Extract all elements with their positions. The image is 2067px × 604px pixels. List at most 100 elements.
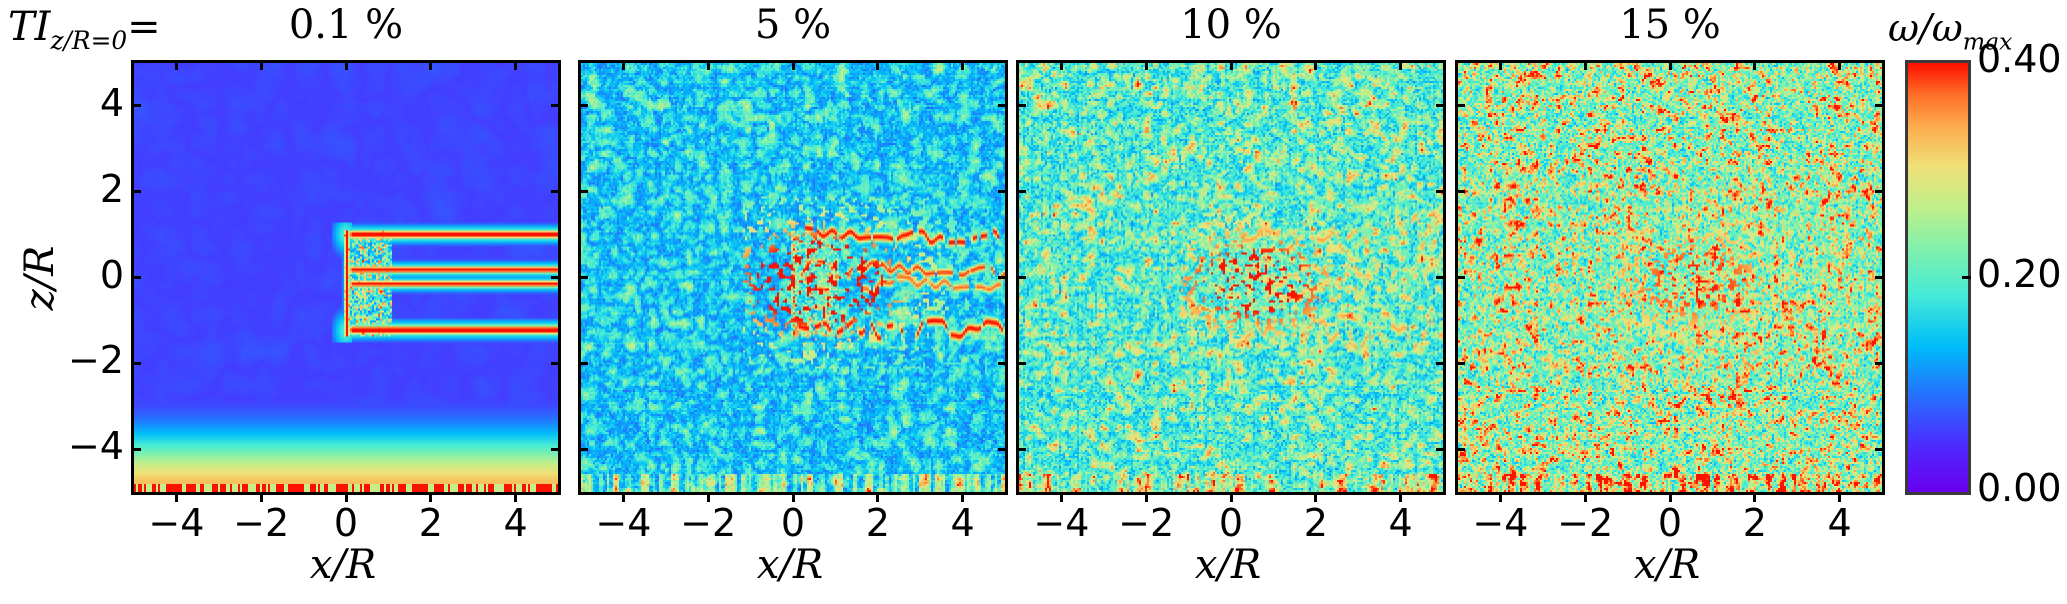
- x-axis-title-0: x/R: [309, 542, 377, 588]
- x-tick-panel2-3: [1314, 492, 1318, 502]
- x-axis-title-3: x/R: [1633, 542, 1701, 588]
- row-label-equals: =: [127, 4, 161, 50]
- x-tick-panel3-1: [1583, 492, 1587, 502]
- y-tick-panel2-0: [1016, 104, 1026, 108]
- column-header-0: 0.1 %: [288, 2, 404, 48]
- x-tick-top-panel0-4: [514, 60, 518, 70]
- y-tick-panel0-2: [131, 276, 141, 279]
- heatmap-canvas-10: [1019, 63, 1443, 492]
- x-tick-top-panel2-4: [1399, 60, 1403, 70]
- x-tick-top-panel3-1: [1583, 60, 1587, 70]
- colorbar-title: ω/ωmax: [1888, 6, 2012, 56]
- x-tick-top-panel3-0: [1498, 60, 1502, 70]
- heatmap-panel-15[interactable]: [1455, 60, 1885, 495]
- x-tick-label-panel0-4: 4: [503, 501, 528, 545]
- x-tick-top-panel3-4: [1838, 60, 1842, 70]
- heatmap-panel-0p1[interactable]: [131, 60, 561, 495]
- x-tick-label-panel3-4: 4: [1827, 501, 1852, 545]
- x-tick-label-panel3-0: −4: [1472, 501, 1529, 545]
- y-tick-right-panel2-0: [1436, 104, 1446, 108]
- x-tick-label-panel1-0: −4: [595, 501, 652, 545]
- heatmap-panel-10[interactable]: [1016, 60, 1446, 495]
- y-tick-panel1-0: [578, 104, 588, 108]
- column-header-2: 10 %: [1180, 2, 1282, 48]
- x-tick-label-panel1-4: 4: [950, 501, 975, 545]
- x-tick-top-panel3-2: [1668, 60, 1672, 70]
- y-tick-right-panel0-3: [551, 361, 561, 365]
- x-tick-top-panel2-0: [1059, 60, 1063, 70]
- y-tick-label-0: 4: [99, 80, 124, 125]
- row-label-turbulence-intensity: TIz/R=0=: [8, 4, 161, 55]
- x-tick-panel3-2: [1668, 492, 1672, 502]
- x-tick-top-panel1-0: [621, 60, 625, 70]
- x-tick-top-panel0-3: [429, 60, 433, 70]
- x-tick-panel2-2: [1229, 492, 1233, 502]
- x-axis-title-1: x/R: [756, 542, 824, 588]
- x-tick-panel1-4: [961, 492, 965, 502]
- x-tick-panel1-2: [791, 492, 795, 502]
- y-tick-right-panel3-1: [1875, 190, 1885, 194]
- x-tick-panel1-1: [706, 492, 710, 502]
- x-tick-label-panel2-4: 4: [1388, 501, 1413, 545]
- y-tick-panel1-1: [578, 190, 588, 194]
- y-tick-right-panel3-2: [1875, 276, 1885, 279]
- x-tick-label-panel2-0: −4: [1033, 501, 1090, 545]
- colorbar-tick-label-0: 0.40: [1977, 37, 2062, 81]
- x-tick-label-panel1-3: 2: [865, 501, 890, 545]
- y-tick-label-1: 2: [99, 166, 124, 211]
- y-tick-panel2-2: [1016, 276, 1026, 279]
- colorbar-tick-label-1: 0.20: [1977, 251, 2062, 296]
- x-tick-top-panel2-2: [1229, 60, 1233, 70]
- x-tick-panel0-0: [174, 492, 178, 502]
- x-tick-top-panel0-1: [259, 60, 263, 70]
- x-tick-panel2-4: [1399, 492, 1403, 502]
- x-tick-panel2-0: [1059, 492, 1063, 502]
- y-tick-right-panel1-2: [998, 276, 1008, 279]
- x-tick-panel0-4: [514, 492, 518, 502]
- x-tick-panel0-1: [259, 492, 263, 502]
- x-tick-top-panel0-0: [174, 60, 178, 70]
- colorbar-tick-label-2: 0.00: [1977, 466, 2062, 510]
- y-axis-title: z/R: [17, 245, 63, 311]
- y-tick-panel3-2: [1455, 276, 1465, 279]
- y-tick-panel3-1: [1455, 190, 1465, 194]
- y-tick-right-panel0-2: [551, 276, 561, 279]
- x-tick-panel1-0: [621, 492, 625, 502]
- x-tick-label-panel2-1: −2: [1118, 501, 1175, 545]
- x-tick-top-panel1-2: [791, 60, 795, 70]
- x-tick-panel3-3: [1753, 492, 1757, 502]
- x-tick-label-panel0-3: 2: [418, 501, 443, 545]
- y-tick-right-panel0-1: [551, 190, 561, 194]
- x-tick-top-panel3-3: [1753, 60, 1757, 70]
- x-tick-panel0-2: [344, 492, 348, 502]
- y-tick-right-panel2-2: [1436, 276, 1446, 279]
- column-header-3: 15 %: [1619, 2, 1721, 48]
- x-axis-title-2: x/R: [1194, 542, 1262, 588]
- heatmap-panel-5[interactable]: [578, 60, 1008, 495]
- heatmap-canvas-5: [581, 63, 1005, 492]
- y-tick-panel1-3: [578, 361, 588, 365]
- y-tick-panel2-1: [1016, 190, 1026, 194]
- y-tick-right-panel0-0: [551, 104, 561, 108]
- y-tick-panel0-0: [131, 104, 141, 108]
- x-tick-panel3-0: [1498, 492, 1502, 502]
- x-tick-label-panel3-2: 0: [1657, 501, 1683, 545]
- y-tick-panel0-1: [131, 190, 141, 194]
- x-tick-panel2-1: [1144, 492, 1148, 502]
- y-tick-panel3-3: [1455, 361, 1465, 365]
- x-tick-top-panel2-1: [1144, 60, 1148, 70]
- x-tick-top-panel1-4: [961, 60, 965, 70]
- y-tick-right-panel3-3: [1875, 361, 1885, 365]
- y-tick-right-panel1-4: [998, 447, 1008, 451]
- x-tick-top-panel2-3: [1314, 60, 1318, 70]
- x-tick-label-panel2-3: 2: [1303, 501, 1328, 545]
- x-tick-label-panel3-3: 2: [1742, 501, 1767, 545]
- y-tick-right-panel2-3: [1436, 361, 1446, 365]
- y-tick-panel1-4: [578, 447, 588, 451]
- x-tick-panel3-4: [1838, 492, 1842, 502]
- colorbar-title-symbol: ω/ω: [1888, 6, 1963, 50]
- y-tick-panel2-3: [1016, 361, 1026, 365]
- x-tick-label-panel2-2: 0: [1218, 501, 1244, 545]
- x-tick-label-panel0-1: −2: [233, 501, 290, 545]
